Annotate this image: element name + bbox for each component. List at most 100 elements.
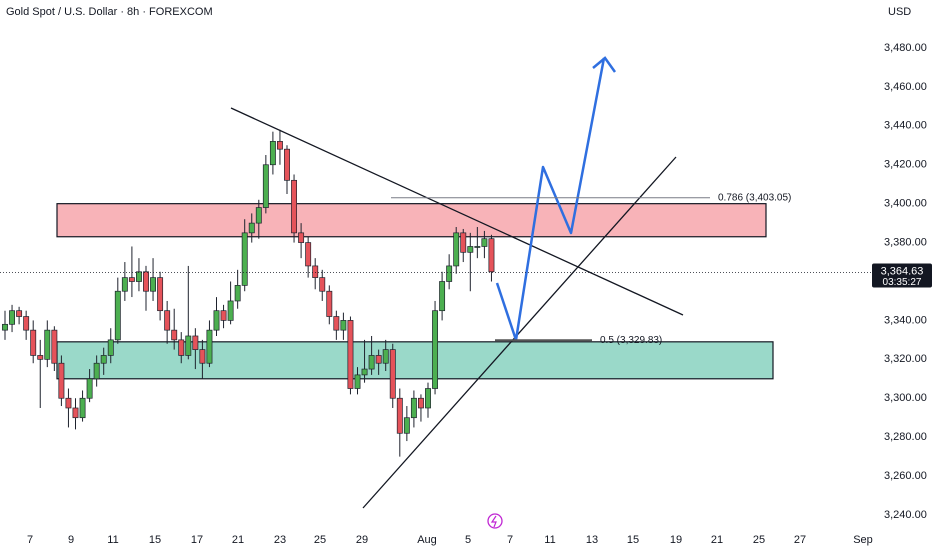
event-icon[interactable] bbox=[487, 513, 503, 529]
candle-body bbox=[157, 277, 164, 312]
candle-body bbox=[9, 310, 15, 325]
x-tick-label: 25 bbox=[314, 534, 326, 546]
event-icon-bolt bbox=[490, 515, 497, 528]
x-tick-label: 23 bbox=[274, 534, 286, 546]
candle-body bbox=[389, 349, 396, 399]
candle-body bbox=[474, 246, 481, 248]
candle-body bbox=[418, 397, 424, 409]
x-tick-label: Aug bbox=[417, 534, 437, 546]
candle-body bbox=[79, 397, 86, 419]
trendline bbox=[230, 107, 684, 316]
candle-body bbox=[347, 320, 354, 389]
candle-body bbox=[114, 290, 121, 341]
y-tick-label: 3,380.00 bbox=[884, 236, 927, 248]
candle-body bbox=[326, 290, 333, 317]
candle-body bbox=[185, 335, 192, 356]
candle-body bbox=[178, 339, 185, 356]
candle-body bbox=[58, 362, 65, 399]
y-tick-label: 3,440.00 bbox=[884, 120, 927, 132]
x-tick-label: 15 bbox=[149, 534, 161, 546]
candle-body bbox=[100, 355, 107, 364]
projection-arrow bbox=[592, 56, 617, 73]
candle-body bbox=[255, 207, 262, 224]
candle-body bbox=[403, 417, 410, 434]
projection-path bbox=[495, 57, 606, 342]
zone bbox=[56, 341, 774, 380]
candle-body bbox=[192, 335, 199, 350]
last-price-box bbox=[872, 263, 932, 288]
y-tick-label: 3,400.00 bbox=[884, 198, 927, 210]
countdown-label: 03:35:27 bbox=[883, 277, 922, 288]
candle-body bbox=[453, 232, 460, 267]
candle-body bbox=[227, 300, 234, 321]
x-tick-label: 17 bbox=[191, 534, 203, 546]
x-tick-label: 13 bbox=[586, 534, 598, 546]
candle-body bbox=[262, 164, 269, 208]
fib-label: 0.5 (3,329.83) bbox=[600, 335, 662, 346]
candle-body bbox=[298, 232, 305, 243]
x-tick-label: 5 bbox=[465, 534, 471, 546]
x-tick-label: 9 bbox=[68, 534, 74, 546]
y-tick-label: 3,320.00 bbox=[884, 353, 927, 365]
y-tick-label: 3,300.00 bbox=[884, 392, 927, 404]
candle-body bbox=[340, 320, 347, 331]
candle-body bbox=[291, 179, 298, 234]
x-tick-label: 7 bbox=[507, 534, 513, 546]
x-tick-label: 19 bbox=[670, 534, 682, 546]
candle-body bbox=[65, 397, 72, 409]
candle-body bbox=[30, 329, 37, 356]
candle-body bbox=[72, 407, 79, 419]
candle-body bbox=[425, 388, 431, 409]
candle-body bbox=[107, 339, 114, 356]
y-tick-label: 3,420.00 bbox=[884, 159, 927, 171]
candle-body bbox=[171, 329, 178, 341]
candle-body bbox=[213, 310, 220, 331]
trendline bbox=[362, 156, 677, 509]
x-tick-label: 11 bbox=[544, 534, 555, 546]
candle-body bbox=[199, 349, 206, 364]
candle-body bbox=[86, 378, 93, 399]
candle-body bbox=[432, 310, 439, 389]
candle-body bbox=[136, 271, 142, 282]
candle-body bbox=[269, 141, 276, 166]
x-tick-label: 11 bbox=[107, 534, 118, 546]
candle-body bbox=[319, 277, 326, 292]
y-tick-label: 3,460.00 bbox=[884, 81, 927, 93]
candle-body bbox=[16, 310, 23, 317]
candle-body bbox=[446, 265, 453, 282]
candle-body bbox=[305, 242, 312, 267]
candle-body bbox=[150, 277, 156, 292]
last-price-label: 3,364.63 bbox=[881, 265, 924, 277]
x-tick-label: 27 bbox=[794, 534, 806, 546]
x-tick-label: 25 bbox=[753, 534, 765, 546]
candle-body bbox=[410, 397, 417, 419]
y-tick-label: 3,240.00 bbox=[884, 509, 927, 521]
candle-body bbox=[361, 368, 368, 376]
candle-body bbox=[354, 374, 361, 389]
candle-body bbox=[368, 355, 375, 370]
y-tick-label: 3,340.00 bbox=[884, 314, 927, 326]
y-tick-label: 3,260.00 bbox=[884, 470, 927, 482]
candle-body bbox=[234, 285, 241, 302]
candle-body bbox=[241, 232, 248, 286]
candle-body bbox=[93, 362, 100, 380]
candle-body bbox=[396, 397, 403, 434]
candle-body bbox=[439, 281, 446, 312]
candle-body bbox=[51, 329, 58, 364]
candle-body bbox=[277, 141, 283, 150]
candle-body bbox=[375, 355, 382, 364]
candle-body bbox=[37, 355, 44, 360]
candle-body bbox=[333, 316, 340, 331]
y-tick-label: 3,480.00 bbox=[884, 42, 927, 54]
candle-body bbox=[284, 148, 290, 181]
x-tick-label: 15 bbox=[627, 534, 639, 546]
x-tick-label: 7 bbox=[27, 534, 33, 546]
x-tick-label: 29 bbox=[356, 534, 368, 546]
candle-body bbox=[206, 329, 213, 364]
y-tick-label: 3,280.00 bbox=[884, 431, 927, 443]
candle-body bbox=[164, 310, 171, 331]
candle-body bbox=[312, 265, 319, 278]
candle-body bbox=[488, 238, 495, 273]
candle-body bbox=[220, 310, 227, 321]
